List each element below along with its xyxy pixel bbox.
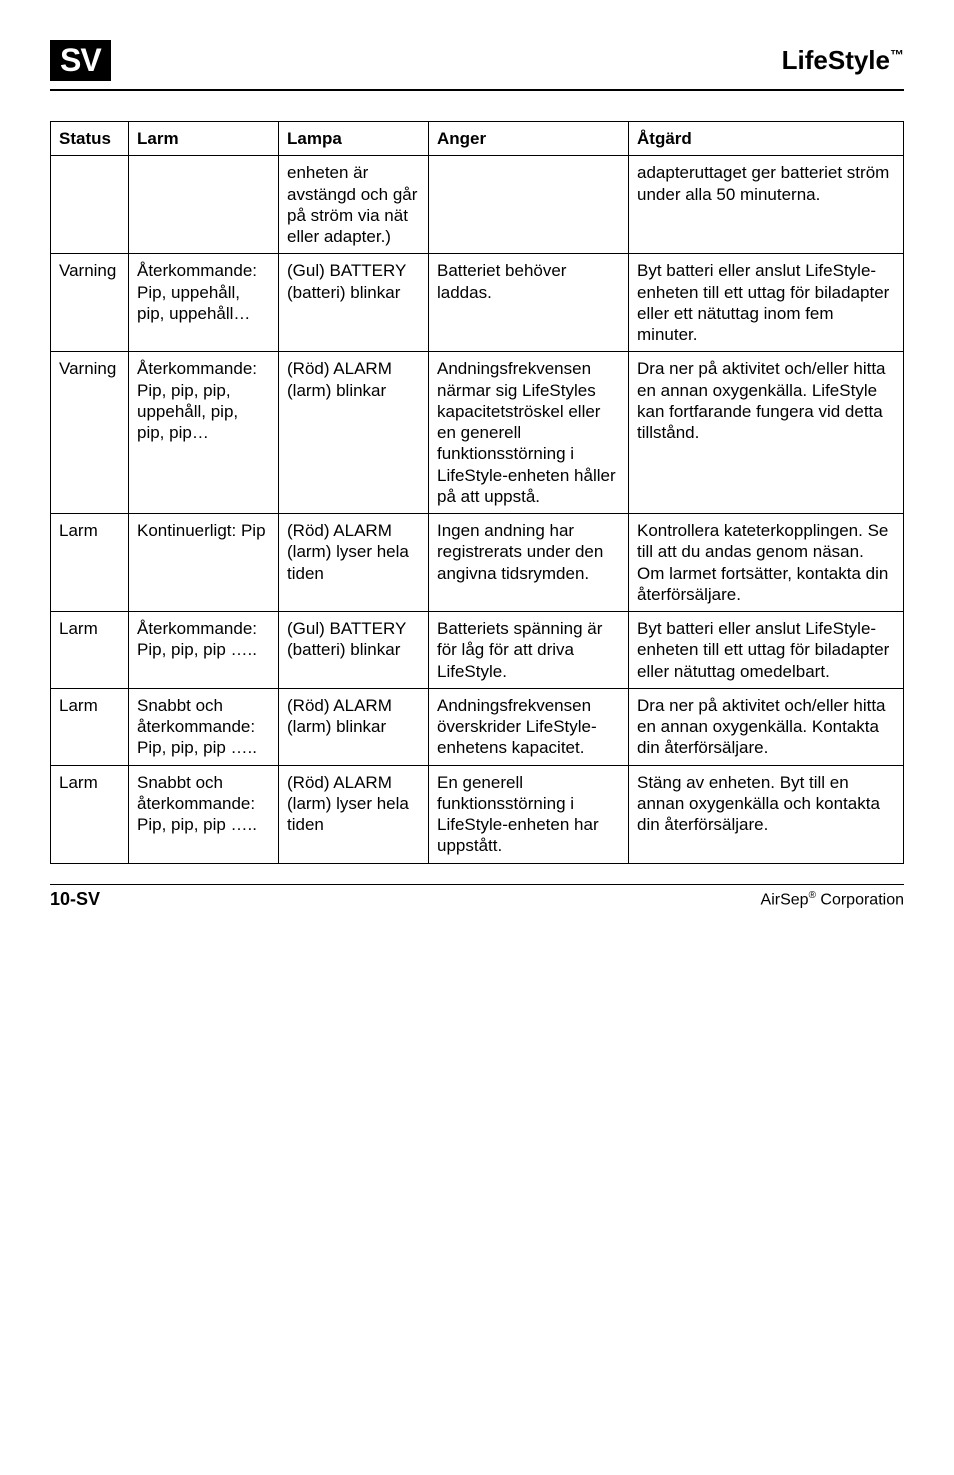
cell-status: Larm <box>51 612 129 689</box>
corp-name: AirSep <box>761 892 809 909</box>
cell-lampa: (Röd) ALARM (larm) blinkar <box>279 688 429 765</box>
cell-lampa: enheten är avstängd och går på ström via… <box>279 156 429 254</box>
brand-title: LifeStyle™ <box>782 45 904 76</box>
page-footer: 10-SV AirSep® Corporation <box>50 884 904 910</box>
cell-status <box>51 156 129 254</box>
cell-status: Varning <box>51 254 129 352</box>
col-status: Status <box>51 122 129 156</box>
cell-anger: Ingen andning har registrerats under den… <box>429 514 629 612</box>
table-row: Varning Återkommande: Pip, uppehåll, pip… <box>51 254 904 352</box>
cell-anger: Batteriet behöver laddas. <box>429 254 629 352</box>
cell-anger: Andningsfrekvensen närmar sig LifeStyles… <box>429 352 629 514</box>
table-row: enheten är avstängd och går på ström via… <box>51 156 904 254</box>
cell-status: Larm <box>51 765 129 863</box>
table-row: Larm Återkommande: Pip, pip, pip ….. (Gu… <box>51 612 904 689</box>
cell-atgard: Dra ner på aktivitet och/eller hitta en … <box>629 352 904 514</box>
cell-larm: Återkommande: Pip, uppehåll, pip, uppehå… <box>129 254 279 352</box>
table-row: Larm Snabbt och återkommande: Pip, pip, … <box>51 688 904 765</box>
cell-atgard: Byt batteri eller anslut LifeStyle-enhet… <box>629 254 904 352</box>
cell-lampa: (Röd) ALARM (larm) blinkar <box>279 352 429 514</box>
cell-lampa: (Gul) BATTERY (batteri) blinkar <box>279 612 429 689</box>
brand-tm: ™ <box>890 46 904 62</box>
cell-atgard: Byt batteri eller anslut LifeStyle-enhet… <box>629 612 904 689</box>
col-anger: Anger <box>429 122 629 156</box>
cell-status: Larm <box>51 514 129 612</box>
corp-reg: ® <box>809 890 816 901</box>
cell-lampa: (Gul) BATTERY (batteri) blinkar <box>279 254 429 352</box>
cell-atgard: Kontrollera kateterkopplingen. Se till a… <box>629 514 904 612</box>
cell-larm: Snabbt och återkommande: Pip, pip, pip …… <box>129 688 279 765</box>
page-header: SV LifeStyle™ <box>50 40 904 81</box>
cell-larm: Återkommande: Pip, pip, pip, uppehåll, p… <box>129 352 279 514</box>
cell-larm: Kontinuerligt: Pip <box>129 514 279 612</box>
corporation-label: AirSep® Corporation <box>761 890 904 909</box>
cell-anger: Batteriets spänning är för låg för att d… <box>429 612 629 689</box>
header-rule <box>50 89 904 91</box>
cell-anger: En generell funktionsstörning i LifeStyl… <box>429 765 629 863</box>
cell-larm <box>129 156 279 254</box>
col-lampa: Lampa <box>279 122 429 156</box>
table-row: Varning Återkommande: Pip, pip, pip, upp… <box>51 352 904 514</box>
table-header-row: Status Larm Lampa Anger Åtgärd <box>51 122 904 156</box>
col-larm: Larm <box>129 122 279 156</box>
table-row: Larm Kontinuerligt: Pip (Röd) ALARM (lar… <box>51 514 904 612</box>
language-badge: SV <box>50 40 111 81</box>
cell-anger <box>429 156 629 254</box>
cell-anger: Andningsfrekvensen överskrider LifeStyle… <box>429 688 629 765</box>
col-atgard: Åtgärd <box>629 122 904 156</box>
cell-atgard: Stäng av enheten. Byt till en annan oxyg… <box>629 765 904 863</box>
cell-status: Larm <box>51 688 129 765</box>
status-table: Status Larm Lampa Anger Åtgärd enheten ä… <box>50 121 904 864</box>
table-row: Larm Snabbt och återkommande: Pip, pip, … <box>51 765 904 863</box>
cell-status: Varning <box>51 352 129 514</box>
cell-atgard: Dra ner på aktivitet och/eller hitta en … <box>629 688 904 765</box>
page-number: 10-SV <box>50 889 100 910</box>
cell-larm: Snabbt och återkommande: Pip, pip, pip …… <box>129 765 279 863</box>
cell-atgard: adapteruttaget ger batteriet ström under… <box>629 156 904 254</box>
corp-suffix: Corporation <box>816 892 904 909</box>
cell-lampa: (Röd) ALARM (larm) lyser hela tiden <box>279 765 429 863</box>
cell-larm: Återkommande: Pip, pip, pip ….. <box>129 612 279 689</box>
brand-name: LifeStyle <box>782 45 890 75</box>
cell-lampa: (Röd) ALARM (larm) lyser hela tiden <box>279 514 429 612</box>
